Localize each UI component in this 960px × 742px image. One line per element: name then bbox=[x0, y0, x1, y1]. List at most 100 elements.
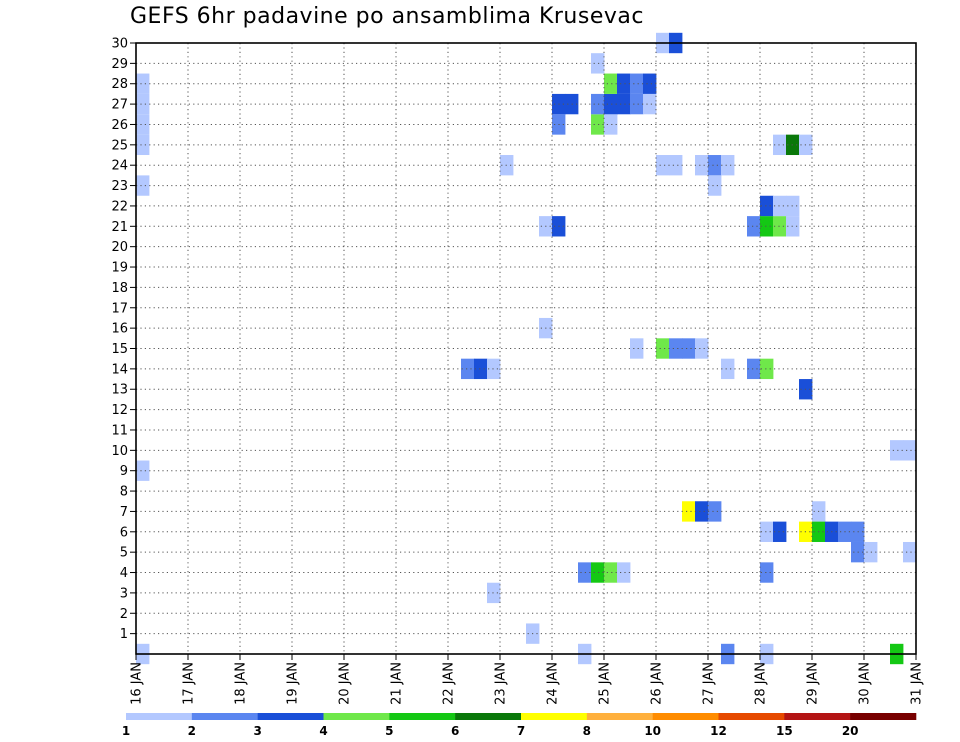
y-tick-label: 27 bbox=[111, 98, 128, 113]
y-tick-label: 22 bbox=[111, 199, 128, 214]
y-tick-label: 28 bbox=[111, 77, 128, 92]
colorbar-swatch bbox=[455, 713, 522, 720]
y-tick-label: 9 bbox=[120, 464, 128, 479]
precip-cell bbox=[591, 53, 605, 74]
y-tick-label: 16 bbox=[111, 322, 128, 337]
y-tick-label: 1 bbox=[120, 627, 128, 642]
colorbar-label: 20 bbox=[842, 724, 859, 738]
colorbar-swatch bbox=[652, 713, 719, 720]
y-tick-label: 18 bbox=[111, 281, 128, 296]
colorbar-swatch bbox=[718, 713, 785, 720]
colorbar-label: 12 bbox=[710, 724, 727, 738]
x-tick-label: 20 JAN bbox=[338, 662, 353, 705]
x-tick-label: 23 JAN bbox=[494, 662, 509, 705]
precip-cell bbox=[708, 175, 722, 196]
precip-cell bbox=[487, 358, 501, 380]
y-tick-label: 21 bbox=[111, 220, 128, 235]
x-tick-label: 25 JAN bbox=[598, 662, 613, 705]
precip-cell bbox=[695, 501, 709, 522]
colorbar-label: 10 bbox=[644, 724, 661, 738]
precip-cell bbox=[890, 440, 904, 461]
x-tick-label: 26 JAN bbox=[650, 662, 665, 705]
y-tick-label: 26 bbox=[111, 118, 128, 133]
precip-cell bbox=[864, 541, 878, 563]
y-tick-label: 19 bbox=[111, 261, 128, 276]
precip-cell bbox=[591, 93, 605, 115]
precip-cell bbox=[604, 114, 618, 135]
precip-cell bbox=[760, 521, 774, 542]
colorbar-swatch bbox=[389, 713, 456, 720]
precip-cell bbox=[656, 338, 670, 359]
colorbar-label: 2 bbox=[188, 724, 196, 738]
y-tick-label: 3 bbox=[120, 586, 128, 601]
precip-cell bbox=[591, 562, 605, 583]
precip-cell bbox=[760, 562, 774, 583]
precip-cell bbox=[136, 93, 150, 115]
y-tick-label: 10 bbox=[111, 444, 128, 459]
x-tick-label: 16 JAN bbox=[130, 662, 145, 705]
precip-cell bbox=[721, 155, 735, 176]
colorbar-swatch bbox=[784, 713, 851, 720]
precip-cell bbox=[630, 73, 644, 94]
y-tick-label: 23 bbox=[111, 179, 128, 194]
precip-cell bbox=[136, 175, 150, 196]
precip-cell bbox=[903, 440, 917, 461]
precip-cell bbox=[760, 195, 774, 217]
x-tick-label: 21 JAN bbox=[390, 662, 405, 705]
x-tick-label: 29 JAN bbox=[806, 662, 821, 705]
precip-cell bbox=[773, 216, 787, 237]
precip-cell bbox=[617, 93, 631, 115]
precip-cell bbox=[669, 155, 683, 176]
precip-cell bbox=[643, 93, 657, 115]
precip-cell bbox=[474, 358, 488, 380]
x-tick-label: 17 JAN bbox=[182, 662, 197, 705]
precip-cell bbox=[630, 338, 644, 359]
precip-cell bbox=[136, 460, 150, 481]
y-tick-label: 8 bbox=[120, 485, 128, 500]
y-tick-label: 2 bbox=[120, 607, 128, 622]
precip-cell bbox=[708, 155, 722, 176]
precip-cell bbox=[773, 134, 787, 156]
precip-cell bbox=[604, 93, 618, 115]
precip-cell bbox=[487, 582, 501, 604]
precip-cell bbox=[903, 541, 917, 563]
precip-cell bbox=[695, 155, 709, 176]
precip-cell bbox=[773, 521, 787, 542]
y-tick-label: 12 bbox=[111, 403, 128, 418]
y-tick-label: 17 bbox=[111, 301, 128, 316]
precip-cell bbox=[682, 501, 696, 522]
colorbar-swatch bbox=[126, 713, 193, 720]
y-tick-label: 15 bbox=[111, 342, 128, 357]
precip-cell bbox=[630, 93, 644, 115]
colorbar-label: 7 bbox=[517, 724, 525, 738]
precip-cell bbox=[773, 195, 787, 217]
x-tick-label: 18 JAN bbox=[234, 662, 249, 705]
precip-cell bbox=[760, 358, 774, 380]
x-tick-label: 31 JAN bbox=[910, 662, 925, 705]
precip-cell bbox=[643, 73, 657, 94]
y-tick-label: 24 bbox=[111, 159, 128, 174]
precip-cell bbox=[682, 338, 696, 359]
precip-cell bbox=[136, 114, 150, 135]
y-tick-label: 14 bbox=[111, 362, 128, 377]
precip-cell bbox=[708, 501, 722, 522]
colorbar-swatch bbox=[586, 713, 653, 720]
y-tick-label: 13 bbox=[111, 383, 128, 398]
colorbar-swatch bbox=[257, 713, 324, 720]
x-tick-label: 24 JAN bbox=[546, 662, 561, 705]
chart-title: GEFS 6hr padavine po ansamblima Krusevac bbox=[130, 4, 644, 29]
precip-cell bbox=[604, 562, 618, 583]
y-tick-label: 5 bbox=[120, 546, 128, 561]
x-tick-label: 19 JAN bbox=[286, 662, 301, 705]
precip-cell bbox=[461, 358, 475, 380]
precip-cell bbox=[695, 338, 709, 359]
colorbar-label: 6 bbox=[451, 724, 459, 738]
precip-cell bbox=[721, 358, 735, 380]
precip-cell bbox=[747, 216, 761, 237]
x-tick-label: 27 JAN bbox=[702, 662, 717, 705]
colorbar-swatch bbox=[850, 713, 917, 720]
y-tick-label: 25 bbox=[111, 138, 128, 153]
colorbar-label: 8 bbox=[583, 724, 591, 738]
y-tick-label: 4 bbox=[120, 566, 128, 581]
x-tick-label: 22 JAN bbox=[442, 662, 457, 705]
